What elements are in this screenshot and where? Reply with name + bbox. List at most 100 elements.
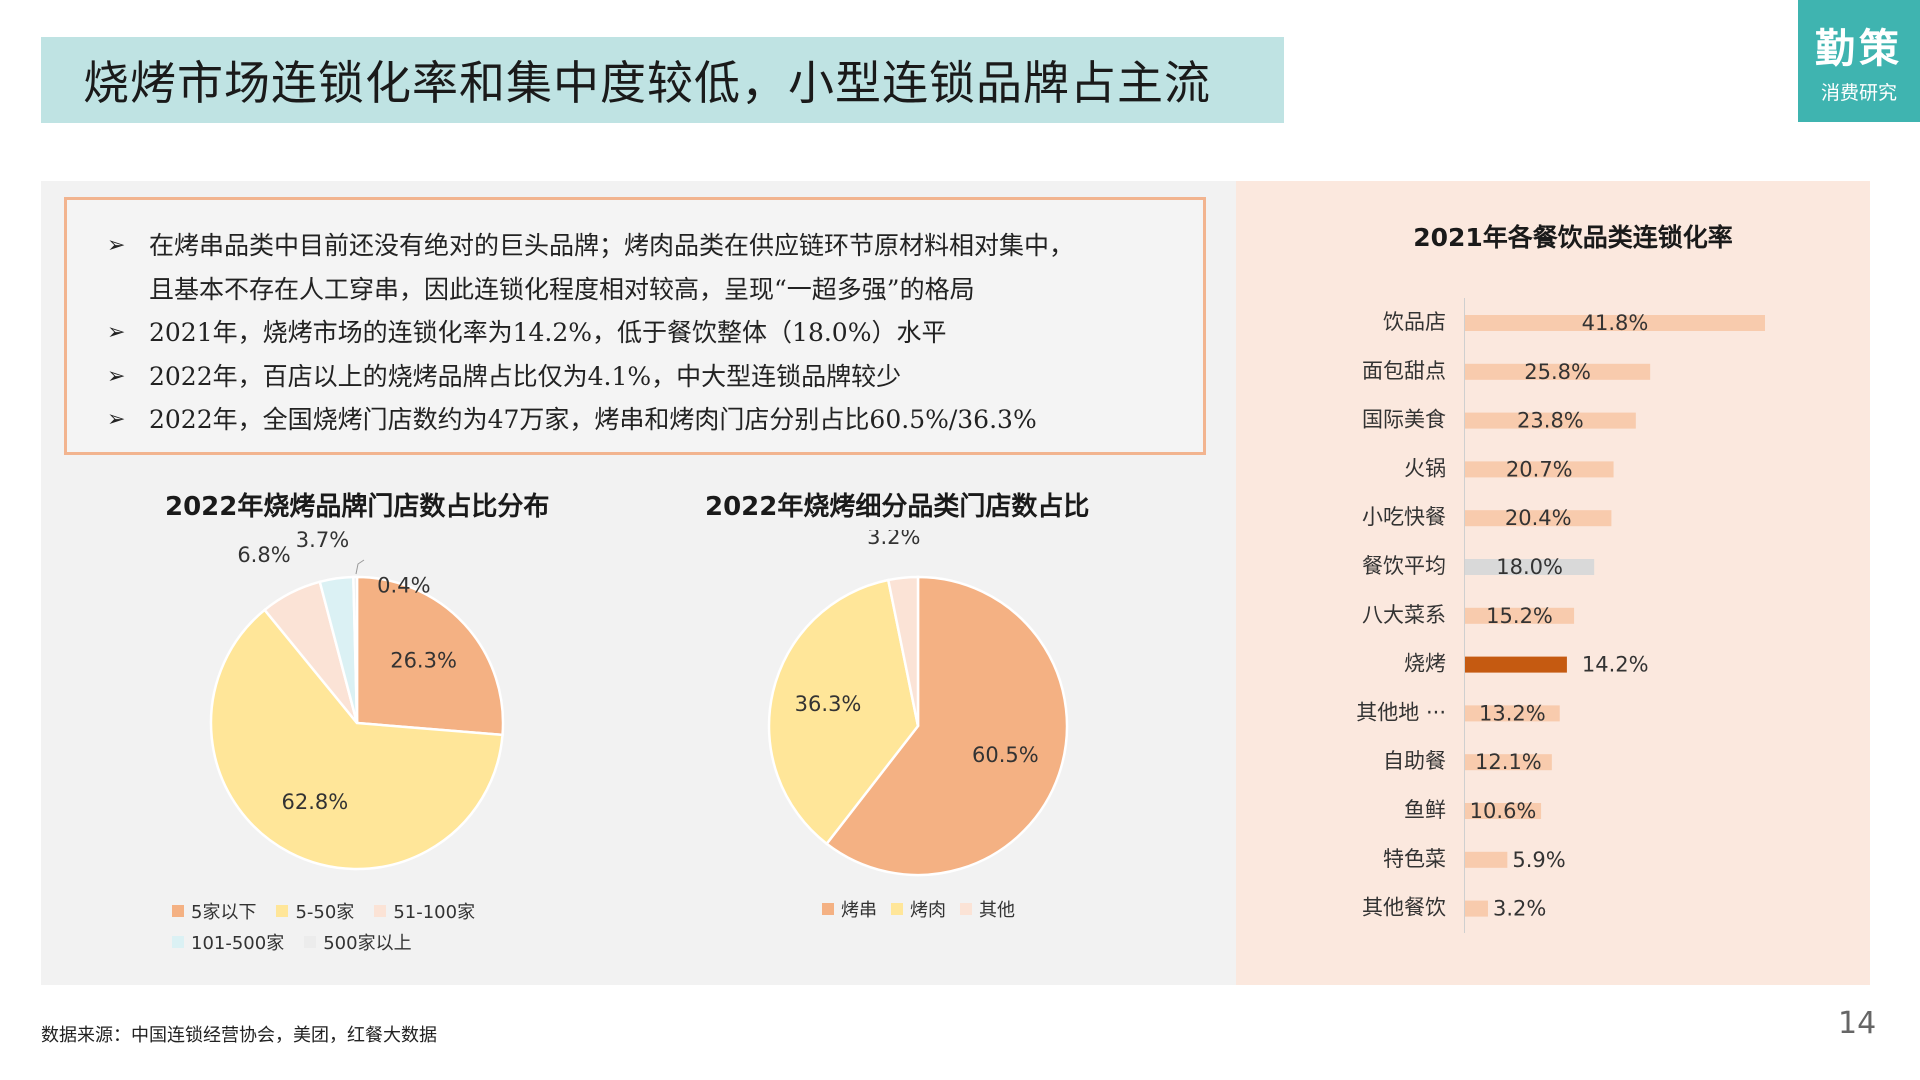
bar-category-label: 国际美食 [1362, 408, 1446, 432]
bullet-arrow-icon: ➢ [107, 233, 126, 258]
bullet-arrow-icon: ➢ [107, 363, 126, 389]
legend-swatch [172, 904, 184, 917]
legend-item: 烤肉 [891, 896, 946, 922]
legend-item: 烤串 [822, 896, 877, 922]
key-points-box: ➢ 在烤串品类中目前还没有绝对的巨头品牌；烤肉品类在供应链环节原材料相对集中， 且… [64, 197, 1206, 455]
bar [1465, 559, 1595, 575]
legend-label: 5家以下 [191, 901, 257, 923]
logo-sub-text: 消费研究 [1820, 82, 1897, 104]
legend-swatch [822, 902, 834, 915]
bar-value-label: 3.2% [1493, 897, 1546, 921]
pie-data-label: 60.5% [972, 743, 1039, 767]
key-point-text: 且基本不存在人工穿串，因此连锁化程度相对较高，呈现“一超多强”的格局 [149, 274, 975, 304]
bar-chart-title: 2021年各餐饮品类连锁化率 [1413, 223, 1733, 252]
pie2-title: 2022年烧烤细分品类门店数占比 [705, 492, 1090, 522]
legend-label: 5-50家 [295, 901, 355, 923]
bar-value-label: 15.2% [1486, 604, 1553, 628]
pie2-legend: 烤串 烤肉 其他 [822, 893, 1035, 924]
pie-slice [209, 608, 504, 871]
bar-category-label: 饮品店 [1383, 310, 1446, 334]
pie-data-label: 62.8% [282, 790, 349, 814]
bar-value-label: 20.7% [1506, 457, 1573, 481]
key-point: ➢ 在烤串品类中目前还没有绝对的巨头品牌；烤肉品类在供应链环节原材料相对集中， [107, 224, 1074, 268]
page-title: 烧烤市场连锁化率和集中度较低，小型连锁品牌占主流 [83, 56, 1211, 110]
key-point: ➢ 2021年，烧烤市场的连锁化率为14.2%，低于餐饮整体（18.0%）水平 [107, 311, 1074, 355]
bar [1465, 754, 1552, 771]
bar [1465, 803, 1542, 819]
bar-value-label: 41.8% [1582, 311, 1649, 335]
bar [1465, 851, 1508, 868]
pie2-chart: 60.5% 36.3% 3.2% [767, 530, 1069, 877]
bar-value-label: 10.6% [1470, 799, 1537, 823]
bullet-arrow-icon: ➢ [107, 407, 126, 432]
legend-label: 其他 [979, 899, 1015, 921]
pie-slice [886, 575, 920, 727]
bar-value-label: 13.2% [1479, 701, 1546, 725]
legend-item: 5-50家 [276, 898, 354, 924]
bar-category-label: 小吃快餐 [1362, 505, 1446, 529]
legend-swatch [304, 935, 317, 948]
legend-swatch [276, 904, 289, 917]
legend-item: 500家以上 [304, 929, 412, 955]
bar [1465, 656, 1567, 673]
pie-leader-line [355, 559, 365, 575]
bar [1465, 607, 1575, 624]
page-number: 14 [1838, 1006, 1877, 1041]
bar-category-label: 面包甜点 [1362, 359, 1446, 383]
bar [1465, 705, 1560, 722]
bar [1465, 900, 1488, 917]
bar-value-label: 12.1% [1475, 750, 1542, 774]
legend-item: 101-500家 [172, 929, 284, 955]
key-point-continuation: 且基本不存在人工穿串，因此连锁化程度相对较高，呈现“一超多强”的格局 [107, 268, 1074, 312]
legend-swatch [891, 902, 903, 915]
bar-value-label: 25.8% [1524, 360, 1591, 384]
legend-item: 5家以下 [172, 898, 256, 924]
bar [1465, 363, 1651, 380]
bar-value-label: 18.0% [1496, 555, 1563, 579]
pie-slice [355, 575, 505, 737]
legend-swatch [374, 904, 387, 917]
logo-main-text: 勤策 [1815, 25, 1903, 72]
legend-label: 51-100家 [393, 901, 476, 923]
bar [1465, 461, 1614, 478]
key-point-text: 在烤串品类中目前还没有绝对的巨头品牌；烤肉品类在供应链环节原材料相对集中， [149, 231, 1075, 260]
bar-category-label: 火锅 [1404, 456, 1446, 480]
key-point: ➢ 2022年，全国烧烤门店数约为47万家，烤串和烤肉门店分别占比60.5%/36… [107, 398, 1074, 442]
bar-category-label: 烧烤 [1404, 652, 1446, 676]
pie-data-label: 3.7% [296, 530, 349, 552]
data-source-note: 数据来源：中国连锁经营协会，美团，红餐大数据 [41, 1025, 437, 1046]
bar-value-label: 20.4% [1505, 506, 1572, 530]
pie1-title: 2022年烧烤品牌门店数占比分布 [165, 492, 550, 522]
pie-data-label: 3.2% [867, 530, 920, 549]
bar [1465, 315, 1765, 331]
bar [1465, 510, 1612, 527]
bar-category-label: 鱼鲜 [1404, 798, 1446, 822]
bullet-arrow-icon: ➢ [107, 320, 126, 345]
key-point-text: 2022年，百店以上的烧烤品牌占比仅为4.1%，中大型连锁品牌较少 [149, 361, 902, 391]
pie-data-label: 26.3% [390, 649, 457, 673]
key-point-text: 2021年，烧烤市场的连锁化率为14.2%，低于餐饮整体（18.0%）水平 [149, 318, 947, 347]
key-point: ➢ 2022年，百店以上的烧烤品牌占比仅为4.1%，中大型连锁品牌较少 [107, 355, 1074, 399]
key-points-list: ➢ 在烤串品类中目前还没有绝对的巨头品牌；烤肉品类在供应链环节原材料相对集中， 且… [107, 224, 1074, 442]
pie-slice [767, 578, 920, 846]
key-point-text: 2022年，全国烧烤门店数约为47万家，烤串和烤肉门店分别占比60.5%/36.… [149, 405, 1037, 434]
bar-value-label: 23.8% [1517, 409, 1584, 433]
legend-label: 烤肉 [910, 899, 946, 921]
pie-data-label: 36.3% [795, 692, 862, 716]
bar-category-label: 特色菜 [1383, 847, 1446, 871]
legend-item: 51-100家 [374, 898, 475, 924]
pie-data-label: 0.4% [377, 573, 430, 597]
bar [1465, 412, 1636, 429]
bar-value-label: 14.2% [1582, 653, 1649, 677]
bar-category-label: 餐饮平均 [1362, 554, 1446, 578]
pie1-legend: 5家以下 5-50家 51-100家 101-500家 500家以上 [172, 895, 572, 957]
bar-category-label: 其他餐饮 [1362, 896, 1446, 920]
legend-swatch [172, 935, 184, 948]
legend-item: 其他 [960, 896, 1015, 922]
bar-value-label: 5.9% [1512, 848, 1565, 872]
legend-label: 烤串 [841, 899, 877, 921]
legend-swatch [960, 902, 972, 915]
legend-label: 500家以上 [323, 932, 412, 954]
pie1-chart: 26.3% 62.8% 6.8% 3.7% 0.4% [209, 530, 505, 871]
